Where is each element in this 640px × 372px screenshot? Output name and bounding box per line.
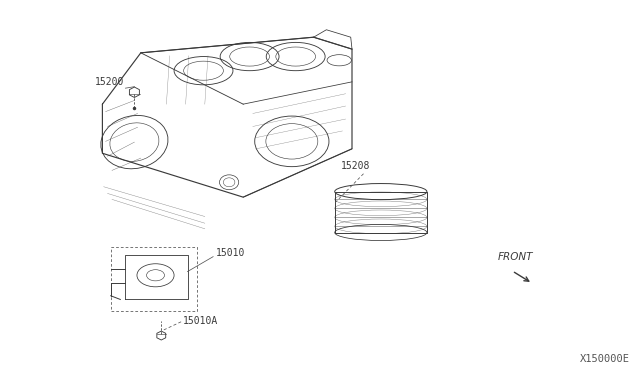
- Text: X150000E: X150000E: [580, 354, 630, 364]
- Text: 15208: 15208: [340, 161, 370, 171]
- Text: 15010: 15010: [216, 248, 246, 258]
- Text: 15010A: 15010A: [182, 316, 218, 326]
- Text: 15200: 15200: [95, 77, 124, 87]
- Text: FRONT: FRONT: [498, 252, 533, 262]
